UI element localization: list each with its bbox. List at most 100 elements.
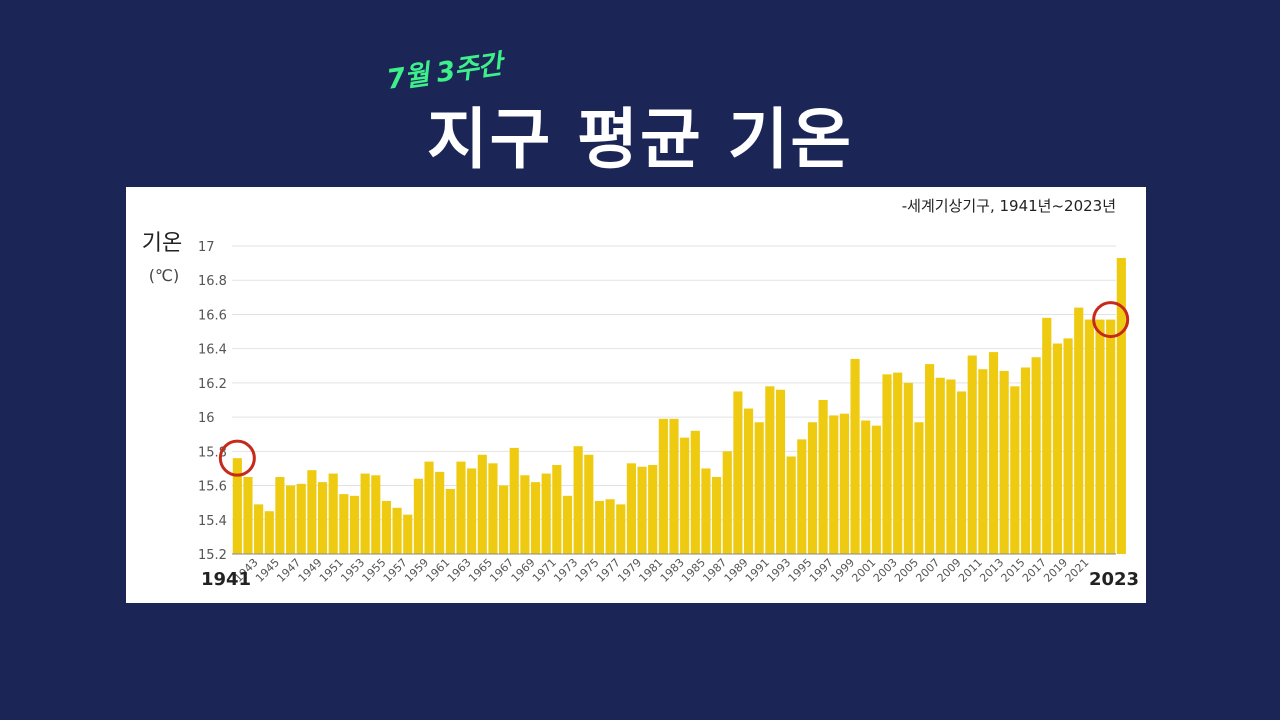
x-tick-label: 2001 (849, 556, 878, 585)
bar (893, 372, 903, 554)
x-tick-label: 1951 (317, 556, 346, 585)
y-tick-label: 15.4 (198, 514, 227, 529)
bar (616, 504, 626, 554)
x-tick-label: 2009 (935, 556, 964, 585)
bar (988, 352, 999, 554)
x-tick-label: 1969 (509, 556, 538, 585)
bar (1084, 319, 1094, 554)
bar (1052, 343, 1063, 554)
highlight-circles (218, 301, 1130, 477)
x-tick-label: 1959 (402, 556, 431, 585)
bar (424, 461, 434, 554)
bar (690, 430, 700, 554)
bar (594, 500, 605, 554)
x-tick-label: 2013 (977, 556, 1006, 585)
bar (871, 425, 881, 554)
y-tick-label: 15.2 (198, 548, 227, 563)
bar (488, 463, 498, 554)
bar (946, 379, 956, 554)
x-tick-labels: 1943194519471949195119531955195719591961… (232, 556, 1092, 585)
x-tick-label: 2015 (999, 556, 1028, 585)
bar (956, 391, 967, 554)
x-tick-label: 2021 (1063, 556, 1092, 585)
bar (530, 482, 541, 554)
x-tick-label: 1955 (360, 556, 389, 585)
bar (1020, 367, 1031, 554)
bar (435, 471, 445, 554)
x-tick-label: 1991 (743, 556, 772, 585)
bar (285, 485, 296, 554)
bar (445, 488, 455, 554)
y-axis-label: 기온 (142, 231, 182, 256)
bar (818, 400, 828, 554)
x-tick-label: 1985 (679, 556, 708, 585)
y-axis-unit: (℃) (149, 266, 179, 285)
x-tick-label: 1989 (722, 556, 751, 585)
bar (467, 468, 477, 554)
bar (499, 485, 509, 554)
bar (1031, 357, 1041, 554)
bar (413, 478, 423, 554)
bar (680, 437, 690, 554)
bar (307, 470, 317, 554)
bar (743, 408, 754, 554)
bar (658, 418, 668, 554)
x-end-label: 2023 (1089, 569, 1139, 590)
bar (626, 463, 636, 554)
x-tick-label: 2005 (892, 556, 921, 585)
bar (786, 456, 796, 554)
bar (882, 374, 892, 554)
bar (935, 377, 945, 554)
bar (807, 422, 818, 554)
bar (371, 475, 381, 554)
bar (914, 422, 924, 554)
bars (232, 257, 1126, 554)
bar (552, 465, 562, 554)
bar (1106, 319, 1116, 554)
bar (839, 413, 849, 554)
bar (328, 473, 338, 554)
x-tick-label: 1965 (466, 556, 495, 585)
x-tick-label: 1973 (551, 556, 580, 585)
bar (509, 447, 519, 554)
x-tick-label: 1945 (253, 556, 282, 585)
chart-panel: -세계기상기구, 1941년~2023년 기온 (℃) 15.2 15.4 15.6… (126, 187, 1146, 603)
bar (339, 494, 349, 554)
x-tick-label: 1971 (530, 556, 559, 585)
bar (584, 454, 594, 554)
y-tick-label: 17 (198, 240, 215, 255)
bar (829, 415, 839, 554)
x-tick-label: 1987 (700, 556, 729, 585)
x-tick-label: 2011 (956, 556, 985, 585)
bar (392, 507, 402, 554)
x-tick-label: 1963 (445, 556, 474, 585)
bar (605, 499, 615, 554)
bar (850, 358, 860, 554)
bar (701, 468, 711, 554)
bar (648, 465, 658, 554)
x-tick-label: 1995 (786, 556, 815, 585)
x-tick-label: 1947 (274, 556, 303, 585)
x-tick-label: 1999 (828, 556, 857, 585)
page-title: 지구 평균 기온 (426, 101, 854, 178)
bar (254, 504, 264, 554)
x-tick-label: 1957 (381, 556, 410, 585)
x-tick-label: 2019 (1041, 556, 1070, 585)
bar (978, 369, 988, 554)
bar (765, 386, 775, 554)
bar (381, 500, 392, 554)
bar (520, 475, 530, 554)
bar (264, 511, 274, 554)
bar (722, 451, 732, 554)
y-tick-label: 16 (198, 411, 215, 426)
y-tick-label: 15.6 (198, 480, 227, 495)
bar (1042, 317, 1052, 554)
bar (573, 446, 583, 554)
bar (403, 514, 413, 554)
x-tick-label: 2007 (913, 556, 942, 585)
y-tick-label: 16.8 (198, 274, 227, 289)
bar (669, 418, 679, 554)
x-start-label: 1941 (201, 569, 251, 590)
bar (861, 420, 871, 554)
